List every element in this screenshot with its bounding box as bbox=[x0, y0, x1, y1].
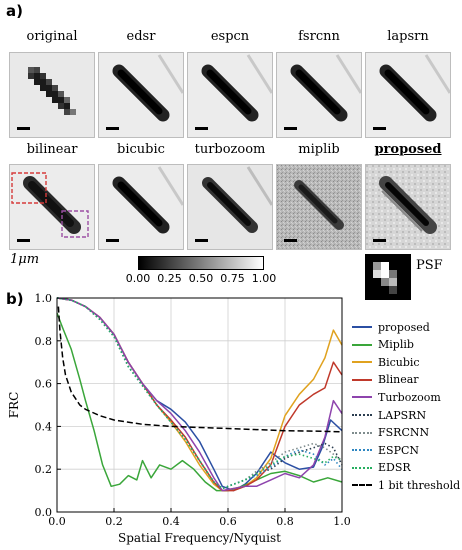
legend-item: proposed bbox=[352, 319, 430, 335]
legend-label: 1 bit threshold bbox=[378, 478, 461, 492]
legend-label: Turbozoom bbox=[378, 390, 441, 404]
legend-swatch bbox=[352, 396, 372, 399]
legend-item: Bicubic bbox=[352, 354, 420, 370]
thumb-label-edsr: edsr bbox=[126, 29, 156, 44]
y-tick-label: 0.2 bbox=[35, 463, 53, 476]
series-line-edsr bbox=[56, 297, 343, 490]
legend-label: Blinear bbox=[378, 373, 419, 387]
x-tick-label: 0.4 bbox=[162, 515, 180, 528]
y-tick-label: 0.8 bbox=[35, 335, 53, 348]
colorbar-tick: 0.50 bbox=[188, 272, 214, 285]
colorbar-tick: 0.00 bbox=[125, 272, 151, 285]
legend-swatch bbox=[352, 449, 372, 452]
thumbnail-espcn bbox=[187, 52, 273, 138]
legend-item: Turbozoom bbox=[352, 389, 441, 405]
legend-swatch bbox=[352, 484, 372, 487]
frc-chart: 0.0 0.2 0.4 0.6 0.8 1.0 0.0 0.2 0.4 0.6 0.8 1.0 FRC… bbox=[7, 292, 351, 545]
thumb-label-proposed: proposed bbox=[374, 142, 442, 157]
thumb-label-espcn: espcn bbox=[210, 29, 250, 44]
x-tick-label: 1.0 bbox=[333, 515, 351, 528]
legend-item: FSRCNN bbox=[352, 425, 429, 441]
panel-b-label: b) bbox=[6, 290, 24, 308]
x-tick-label: 0.6 bbox=[219, 515, 237, 528]
psf-image bbox=[365, 254, 411, 300]
thumb-label-bicubic: bicubic bbox=[117, 142, 165, 157]
scalebar-label: 1μm bbox=[10, 252, 40, 267]
y-axis-label: FRC bbox=[7, 392, 21, 419]
y-tick-label: 0.6 bbox=[35, 378, 53, 391]
x-tick-label: 0.0 bbox=[48, 515, 66, 528]
thumbnail-bicubic bbox=[98, 164, 184, 250]
colorbar-tick: 0.25 bbox=[157, 272, 182, 285]
thumb-label-fsrcnn: fsrcnn bbox=[298, 29, 340, 44]
y-tick-label: 0.4 bbox=[35, 420, 53, 433]
thumbnail-original bbox=[9, 52, 95, 138]
legend-swatch bbox=[352, 343, 372, 346]
psf-label: PSF bbox=[416, 258, 443, 273]
thumbnail-edsr bbox=[98, 52, 184, 138]
colorbar-ticks: 0.00 0.25 0.50 0.75 1.00 bbox=[126, 272, 277, 286]
legend-item: Blinear bbox=[352, 372, 419, 388]
legend-item: 1 bit threshold bbox=[352, 477, 460, 493]
series-line-miplib bbox=[56, 312, 343, 492]
legend-label: EDSR bbox=[378, 461, 411, 475]
thumb-label-lapsrn: lapsrn bbox=[387, 29, 429, 44]
x-tick-label: 0.2 bbox=[105, 515, 123, 528]
thumb-label-turbozoom: turbozoom bbox=[194, 142, 266, 157]
legend-swatch bbox=[352, 378, 372, 381]
thumb-label-miplib: miplib bbox=[298, 142, 340, 157]
y-tick-label: 1.0 bbox=[35, 292, 53, 305]
legend-item: EDSR bbox=[352, 460, 411, 476]
legend-swatch bbox=[352, 361, 372, 364]
y-tick-label: 0.0 bbox=[35, 506, 53, 519]
legend-item: LAPSRN bbox=[352, 407, 426, 423]
series-line-1-bit-threshold bbox=[57, 306, 343, 433]
legend-swatch bbox=[352, 326, 372, 328]
legend-label: Bicubic bbox=[378, 355, 420, 369]
legend-label: Miplib bbox=[378, 338, 414, 352]
legend-label: proposed bbox=[378, 320, 430, 334]
colorbar-tick: 0.75 bbox=[220, 272, 245, 285]
legend-item: Miplib bbox=[352, 337, 414, 353]
thumbnail-miplib bbox=[276, 164, 362, 250]
panel-a-label: a) bbox=[6, 2, 23, 20]
thumbnail-bilinear bbox=[9, 164, 95, 250]
x-tick-label: 0.8 bbox=[276, 515, 294, 528]
thumbnail-turbozoom bbox=[187, 164, 273, 250]
thumbnail-proposed bbox=[365, 164, 451, 250]
legend-label: FSRCNN bbox=[378, 426, 430, 440]
colorbar bbox=[138, 256, 264, 270]
legend-swatch bbox=[352, 466, 372, 469]
thumbnail-lapsrn bbox=[365, 52, 451, 138]
legend-swatch bbox=[352, 414, 372, 416]
legend-label: ESPCN bbox=[378, 443, 420, 457]
x-axis-label: Spatial Frequency/Nyquist bbox=[118, 531, 281, 545]
legend-item: ESPCN bbox=[352, 442, 419, 458]
colorbar-tick: 1.00 bbox=[251, 272, 277, 285]
thumbnail-fsrcnn bbox=[276, 52, 362, 138]
legend-label: LAPSRN bbox=[378, 408, 427, 422]
legend-swatch bbox=[352, 431, 372, 434]
thumb-label-bilinear: bilinear bbox=[26, 142, 78, 157]
series-line-turbozoom bbox=[56, 297, 343, 492]
thumb-label-original: original bbox=[26, 29, 78, 44]
